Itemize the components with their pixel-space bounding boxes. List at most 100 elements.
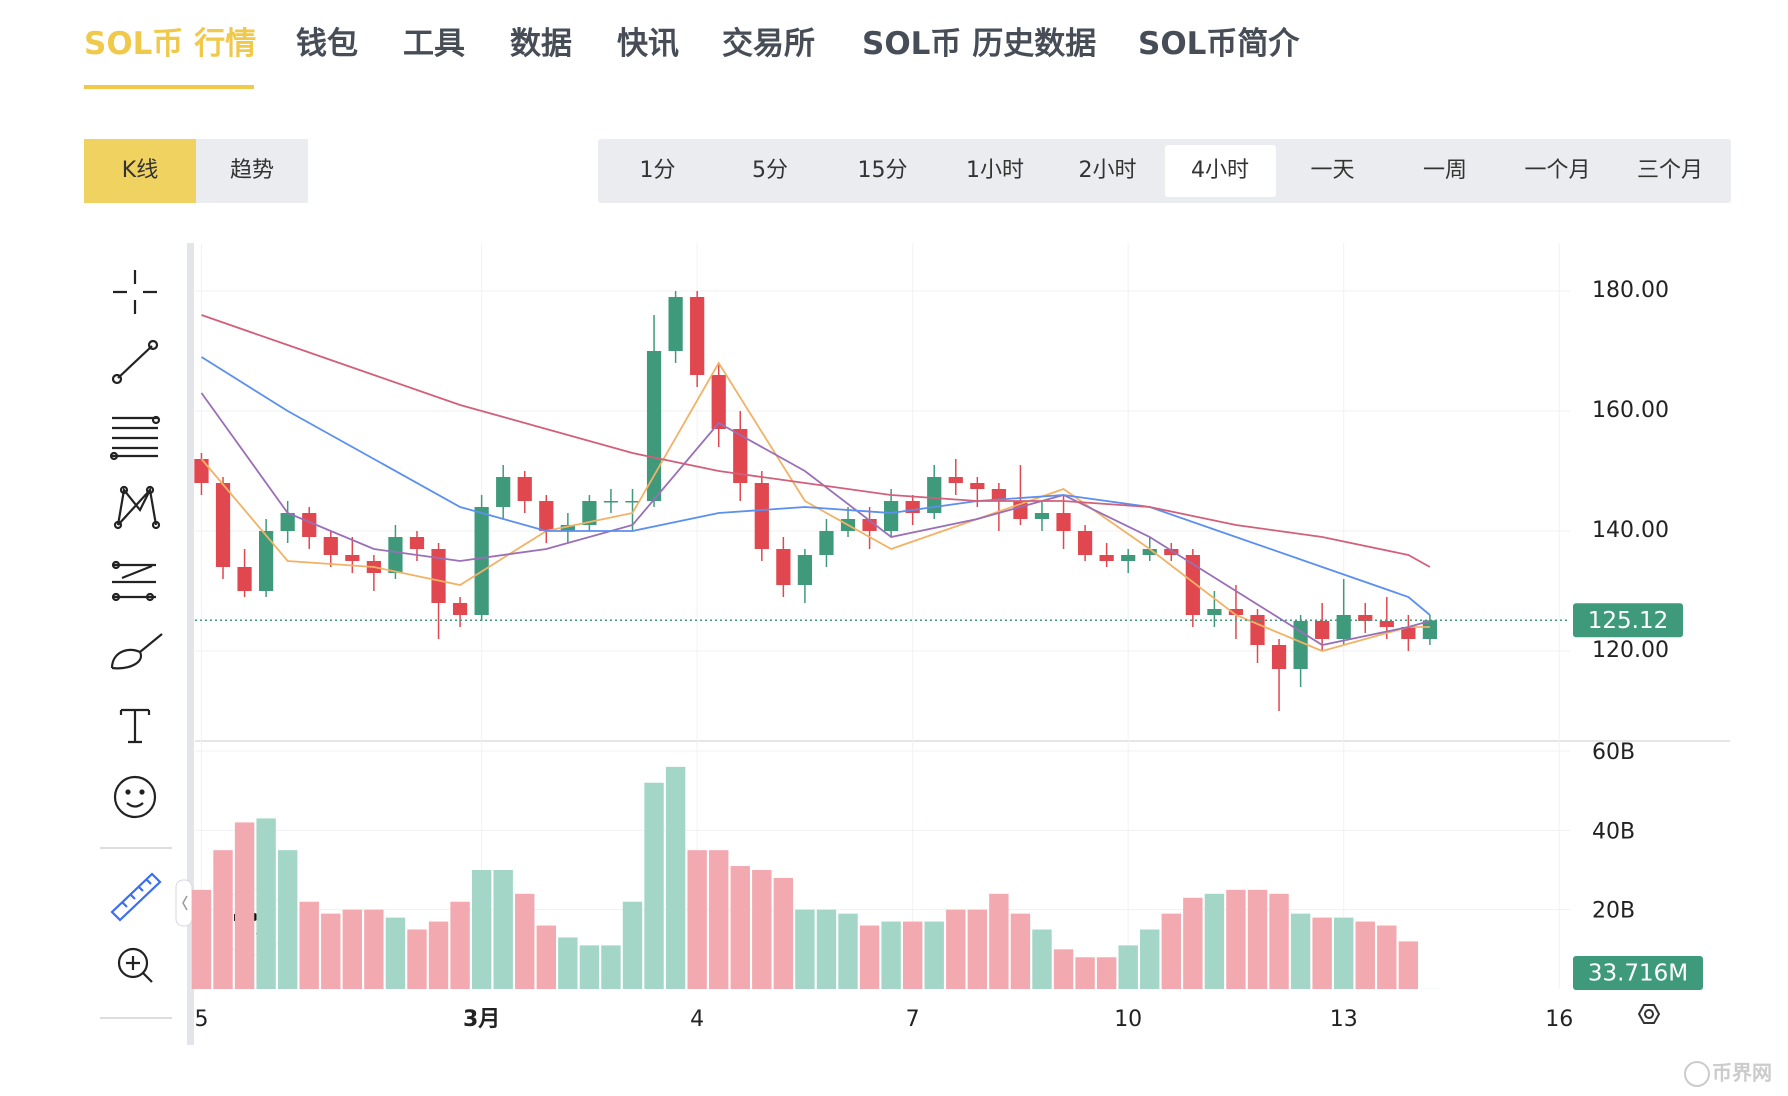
candle-body	[1358, 615, 1373, 621]
interval-button[interactable]: 一个月	[1524, 158, 1591, 183]
candle-body	[409, 537, 425, 549]
interval-button[interactable]: 15分	[857, 158, 908, 183]
interval-button[interactable]: 5分	[752, 158, 788, 183]
candle-body	[690, 297, 705, 375]
candle-body	[323, 537, 338, 555]
volume-bar	[1010, 913, 1031, 989]
interval-button[interactable]: 4小时	[1164, 145, 1276, 197]
fib-tool[interactable]	[109, 415, 161, 461]
nav-tab[interactable]: 快讯	[617, 26, 679, 62]
moving-average-line	[200, 361, 1430, 652]
volume-bar	[1226, 889, 1246, 989]
candle-body	[560, 525, 575, 531]
collapse-button[interactable]	[175, 879, 193, 927]
toolbar	[100, 270, 172, 1019]
y-tick-label: 160.00	[1592, 398, 1669, 423]
candle-body	[302, 513, 317, 537]
volume-bar	[1377, 925, 1397, 989]
volume-bar	[665, 766, 686, 989]
candle-body	[452, 603, 468, 615]
mode-button[interactable]: 趋势	[196, 139, 308, 203]
candle-body	[819, 531, 834, 555]
ruler-tool[interactable]	[110, 872, 162, 922]
interval-button[interactable]: 一天	[1310, 158, 1355, 183]
volume-bar	[579, 945, 600, 989]
text-tool[interactable]	[119, 708, 151, 744]
x-tick-label: 5	[194, 1007, 208, 1032]
interval-button[interactable]: 一周	[1422, 158, 1467, 183]
candle-body	[668, 297, 683, 351]
x-tick-label: 3月	[463, 1007, 500, 1032]
nav-tab[interactable]: 数据	[510, 26, 572, 62]
volume-bar	[213, 850, 233, 989]
candle-body	[1379, 621, 1394, 627]
volume-bar	[536, 925, 556, 989]
volume-bar	[946, 909, 966, 989]
x-tick-label: 4	[690, 1007, 704, 1032]
zoom-tool[interactable]	[117, 947, 153, 983]
volume-bar	[859, 925, 880, 989]
volume-bar	[407, 929, 427, 989]
moving-average-line	[201, 314, 1431, 568]
interval-button[interactable]: 1分	[639, 158, 676, 183]
candle-body	[948, 477, 963, 483]
candle-body	[1185, 555, 1200, 615]
nav-tab[interactable]: 工具	[403, 26, 465, 62]
candle-body	[1164, 549, 1179, 555]
volume-tag	[1573, 956, 1703, 990]
interval-button[interactable]: 2小时	[1078, 158, 1137, 183]
volume-bar	[687, 850, 707, 989]
interval-button[interactable]: 三个月	[1636, 158, 1703, 183]
volume-bar	[816, 909, 837, 989]
volume-bar	[967, 909, 988, 989]
volume-bar	[709, 850, 729, 989]
volume-bar	[277, 850, 298, 989]
volume-bar	[1247, 889, 1268, 989]
candle-body	[280, 513, 295, 531]
volume-bar	[558, 937, 578, 989]
nav-tab[interactable]: 交易所	[722, 26, 815, 62]
volume-bar	[1183, 897, 1203, 989]
candle-body	[582, 501, 597, 525]
candle-body	[603, 501, 619, 503]
volume-bar	[256, 818, 276, 989]
candle-body	[1056, 513, 1071, 531]
watermark-text: 币界网	[1712, 1061, 1772, 1085]
trend-line-tool[interactable]	[111, 339, 159, 385]
candle-body	[991, 489, 1006, 501]
candle-body	[215, 483, 231, 567]
nav-tab[interactable]: SOL币简介	[1138, 26, 1300, 62]
volume-bar	[342, 909, 363, 989]
brush-tool[interactable]	[110, 633, 163, 670]
volume-tick-label: 20B	[1592, 899, 1635, 924]
volume-tag-label: 33.716M	[1588, 961, 1688, 987]
candle-body	[625, 501, 640, 503]
nav-tab[interactable]: SOL币 历史数据	[862, 26, 1097, 62]
candle-body	[237, 567, 252, 591]
candle-body	[1034, 513, 1050, 519]
volume-bar	[1290, 913, 1311, 989]
volume-bar	[881, 921, 901, 989]
pattern-tool[interactable]	[113, 485, 161, 530]
crosshair-tool[interactable]	[113, 270, 157, 314]
candle-body	[1315, 621, 1330, 639]
settings-icon[interactable]	[1637, 1004, 1661, 1024]
mode-button[interactable]: K线	[84, 139, 196, 203]
volume-bar	[493, 870, 513, 989]
watermark: 币界网	[1684, 1061, 1772, 1087]
nav-tab[interactable]: SOL币 行情	[84, 26, 257, 62]
moving-average-line	[200, 392, 1431, 646]
emoji-tool[interactable]	[113, 775, 157, 819]
volume-bar	[601, 945, 621, 989]
candle-body	[1336, 615, 1351, 639]
volume-bar	[515, 893, 535, 989]
candle-body	[1422, 620, 1438, 639]
candle-body	[1099, 555, 1114, 561]
nav-tab[interactable]: 钱包	[296, 26, 358, 62]
candle-body	[797, 555, 813, 585]
interval-button[interactable]: 1小时	[966, 158, 1024, 183]
candle-body	[1401, 627, 1416, 639]
prediction-tool[interactable]	[111, 560, 156, 602]
candle-body	[194, 459, 209, 483]
